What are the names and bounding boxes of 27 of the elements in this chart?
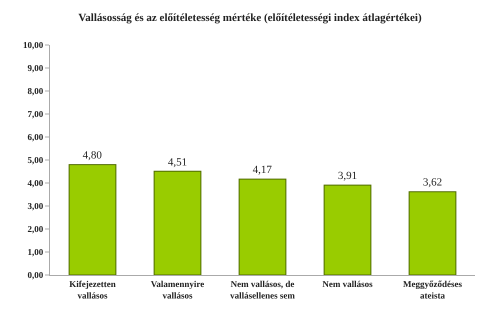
y-tick-label: 9,00 (27, 63, 44, 74)
data-label: 4,80 (82, 150, 102, 162)
bar (408, 191, 456, 275)
y-tick-label: 0,00 (27, 270, 44, 280)
x-tick-label: Nem vallásos, de vallásellenes sem (230, 278, 296, 300)
data-label: 3,91 (338, 170, 358, 182)
bar (154, 170, 202, 275)
y-tick-label: 7,00 (27, 109, 44, 120)
bar (324, 184, 372, 275)
y-tick-label: 10,00 (22, 40, 44, 50)
data-label: 4,51 (168, 156, 188, 168)
data-label: 4,17 (252, 164, 272, 176)
y-tick-label: 2,00 (27, 224, 44, 234)
y-tick-label: 4,00 (27, 178, 44, 188)
y-tick-label: 3,00 (27, 201, 44, 212)
data-label: 3,62 (422, 176, 442, 189)
y-tick-label: 6,00 (27, 132, 44, 142)
chart-title: Vallásosság és az előítéletesség mértéke (előítéletességi index átlagértékei) (78, 12, 422, 24)
y-tick-label: 5,00 (27, 155, 44, 166)
x-tick-label: Kifejezetten vallásos (69, 278, 116, 300)
bar (68, 164, 116, 275)
x-tick-label: Meggyőződéses ateista (403, 278, 462, 300)
bar (238, 178, 286, 275)
x-tick-label: Nem vallásos (322, 278, 374, 289)
x-tick-label: Valamennyire vallásos (150, 278, 204, 300)
y-tick-label: 8,00 (27, 86, 44, 96)
y-tick-label: 1,00 (27, 247, 44, 258)
